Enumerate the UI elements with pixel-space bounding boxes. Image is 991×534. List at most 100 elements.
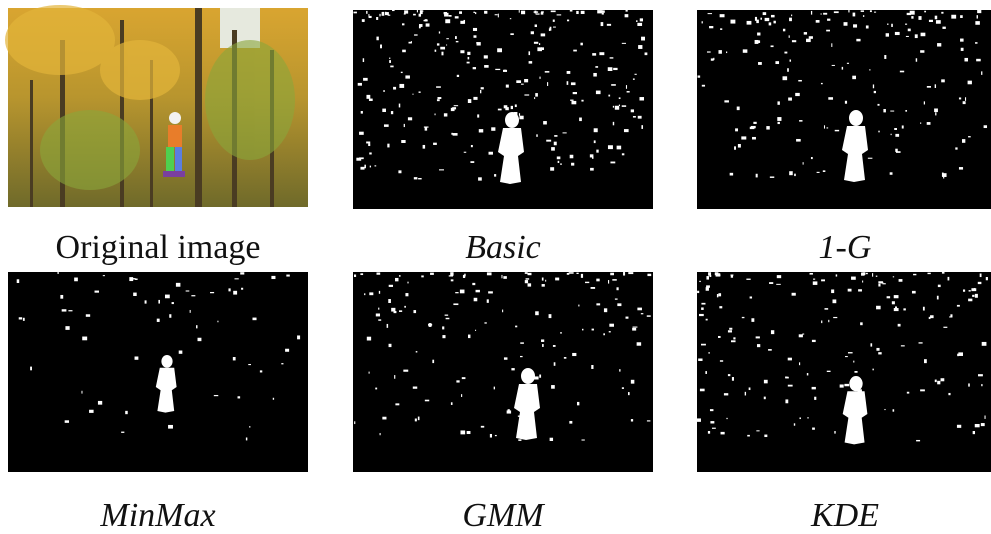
speckle [391,308,395,312]
speckle [927,273,930,274]
speckle [445,315,449,316]
speckle [777,275,781,278]
speckle [789,18,792,22]
speckle [426,23,430,26]
speckle [976,59,981,61]
speckle [981,423,985,426]
speckle [972,295,974,297]
speckle [455,36,457,39]
speckle [519,116,523,120]
speckle [602,13,604,15]
speckle [252,318,256,321]
speckle [479,129,483,132]
speckle [364,293,365,295]
speckle [745,392,746,396]
speckle [870,343,872,346]
speckle [851,277,856,280]
speckle [456,380,459,382]
speckle [489,152,493,155]
speckle [848,289,852,292]
speckle [807,373,808,375]
speckle [571,82,576,85]
speckle [577,402,579,405]
speckle [240,272,244,274]
speckle [906,36,909,37]
speckle [937,381,940,384]
speckle [477,42,481,45]
speckle [750,296,752,298]
speckle [647,274,651,276]
speckle [453,133,458,136]
speckle [389,58,390,59]
speckle [854,371,857,373]
speckle [899,279,903,282]
speckle [521,84,524,85]
speckle [771,15,775,17]
speckle [581,274,583,278]
speckle [560,163,562,164]
head [849,376,862,391]
speckle [942,27,945,29]
speckle [541,339,544,342]
speckle [404,124,405,127]
speckle [848,10,849,12]
speckle [135,356,139,359]
speckle [844,22,848,26]
speckle [419,91,421,92]
speckle [407,282,408,284]
speckle [411,41,412,43]
speckle [712,428,716,429]
speckle [730,20,735,24]
speckle [982,342,987,346]
speckle [701,307,704,309]
speckle [504,105,508,108]
speckle [503,276,506,279]
speckle [824,125,825,128]
speckle [390,66,393,68]
speckle [760,18,762,20]
speckle [478,177,482,180]
speckle [832,299,836,303]
speckle [459,11,462,14]
speckle [637,308,642,311]
speckle [619,369,620,371]
speckle [169,314,171,318]
speckle [613,106,614,108]
speckle [376,313,380,316]
speckle [610,162,615,164]
speckle [898,324,901,327]
speckle [418,417,420,421]
speckle [698,75,701,77]
speckle [446,38,449,39]
speckle [729,328,732,330]
speckle [468,99,471,103]
speckle [19,317,22,319]
speckle [746,279,750,280]
speckle [558,161,560,163]
speckle [600,10,604,12]
speckle [450,272,453,276]
speckle [545,71,550,73]
speckle [535,93,538,97]
speckle [792,293,796,296]
speckle [908,29,911,32]
speckle [401,140,405,143]
speckle [358,83,362,86]
speckle [905,110,907,112]
speckle [968,81,972,85]
speckle [403,370,408,372]
speckle [413,387,417,389]
speckle [891,24,893,27]
speckle [511,368,514,370]
speckle [30,367,32,371]
speckle [978,374,983,376]
speckle [573,92,577,94]
speckle [719,306,722,308]
speckle [535,24,537,27]
speckle [831,43,832,47]
speckle [125,411,128,414]
speckle [133,293,137,296]
speckle [168,425,173,429]
speckle [609,324,614,327]
speckle [941,79,945,82]
